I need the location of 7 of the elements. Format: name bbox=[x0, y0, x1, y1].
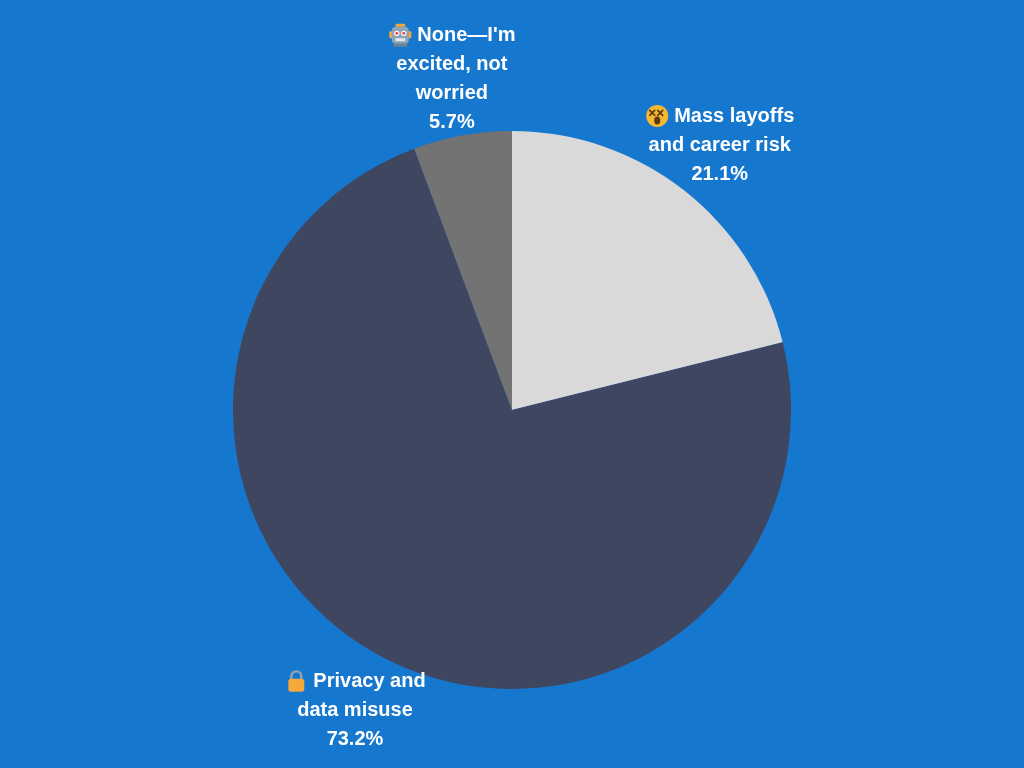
slice-label: None—I'm excited, not worried bbox=[396, 23, 516, 104]
data-label: 21.1% bbox=[691, 161, 749, 184]
data-label: 5.7% bbox=[429, 110, 475, 133]
pie-slice bbox=[414, 131, 512, 410]
slice-label: Mass layoffs and career risk bbox=[648, 103, 795, 155]
slice-label: Privacy and data misuse bbox=[297, 668, 426, 720]
data-label: 73.2% bbox=[326, 726, 384, 749]
